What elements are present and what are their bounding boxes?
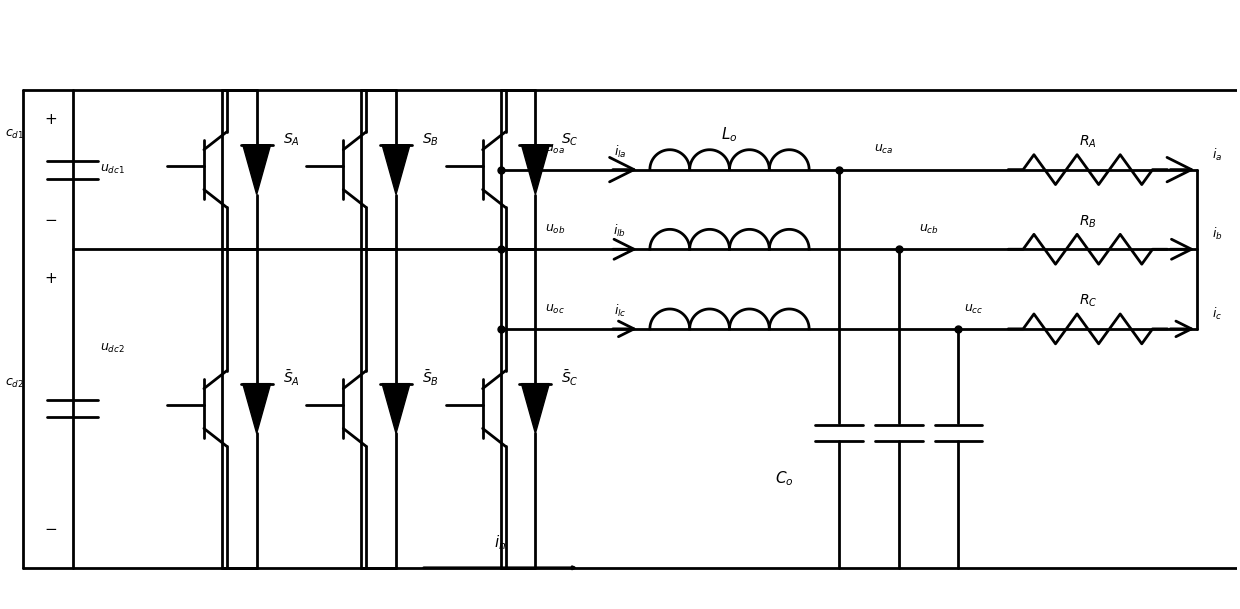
Polygon shape xyxy=(382,384,410,434)
Text: $u_{ob}$: $u_{ob}$ xyxy=(546,223,565,236)
Polygon shape xyxy=(243,384,270,434)
Text: $R_C$: $R_C$ xyxy=(1079,293,1097,309)
Text: $i_c$: $i_c$ xyxy=(1213,306,1223,322)
Text: $u_{oa}$: $u_{oa}$ xyxy=(546,143,565,157)
Text: $S_C$: $S_C$ xyxy=(562,132,579,148)
Text: $u_{cb}$: $u_{cb}$ xyxy=(919,223,939,236)
Text: $i_{lb}$: $i_{lb}$ xyxy=(614,224,626,239)
Text: $-$: $-$ xyxy=(45,213,57,227)
Text: $S_B$: $S_B$ xyxy=(423,132,439,148)
Text: $i_b$: $i_b$ xyxy=(1211,227,1223,242)
Text: $S_A$: $S_A$ xyxy=(283,132,300,148)
Text: $C_o$: $C_o$ xyxy=(775,469,794,488)
Polygon shape xyxy=(382,145,410,194)
Text: $\bar{S}_A$: $\bar{S}_A$ xyxy=(283,369,300,389)
Text: $u_{ca}$: $u_{ca}$ xyxy=(874,143,894,157)
Text: $c_{d1}$: $c_{d1}$ xyxy=(5,128,25,141)
Text: $i_{la}$: $i_{la}$ xyxy=(614,144,626,160)
Text: $u_{dc1}$: $u_{dc1}$ xyxy=(99,163,125,176)
Text: $+$: $+$ xyxy=(45,272,57,286)
Text: $\bar{S}_C$: $\bar{S}_C$ xyxy=(562,369,579,389)
Text: $\bar{S}_B$: $\bar{S}_B$ xyxy=(423,369,439,389)
Text: $i_{lc}$: $i_{lc}$ xyxy=(614,303,626,319)
Text: $c_{d2}$: $c_{d2}$ xyxy=(5,377,25,390)
Polygon shape xyxy=(243,145,270,194)
Text: $L_o$: $L_o$ xyxy=(722,125,738,144)
Text: $R_A$: $R_A$ xyxy=(1079,133,1096,150)
Text: $-$: $-$ xyxy=(45,521,57,535)
Text: $u_{dc2}$: $u_{dc2}$ xyxy=(100,342,125,355)
Polygon shape xyxy=(522,384,549,434)
Polygon shape xyxy=(522,145,549,194)
Text: $+$: $+$ xyxy=(45,113,57,127)
Text: $u_{oc}$: $u_{oc}$ xyxy=(546,303,565,315)
Text: $i_a$: $i_a$ xyxy=(1213,147,1223,163)
Text: $R_B$: $R_B$ xyxy=(1079,213,1096,230)
Text: $u_{cc}$: $u_{cc}$ xyxy=(963,303,983,315)
Text: $i_n$: $i_n$ xyxy=(495,533,507,552)
